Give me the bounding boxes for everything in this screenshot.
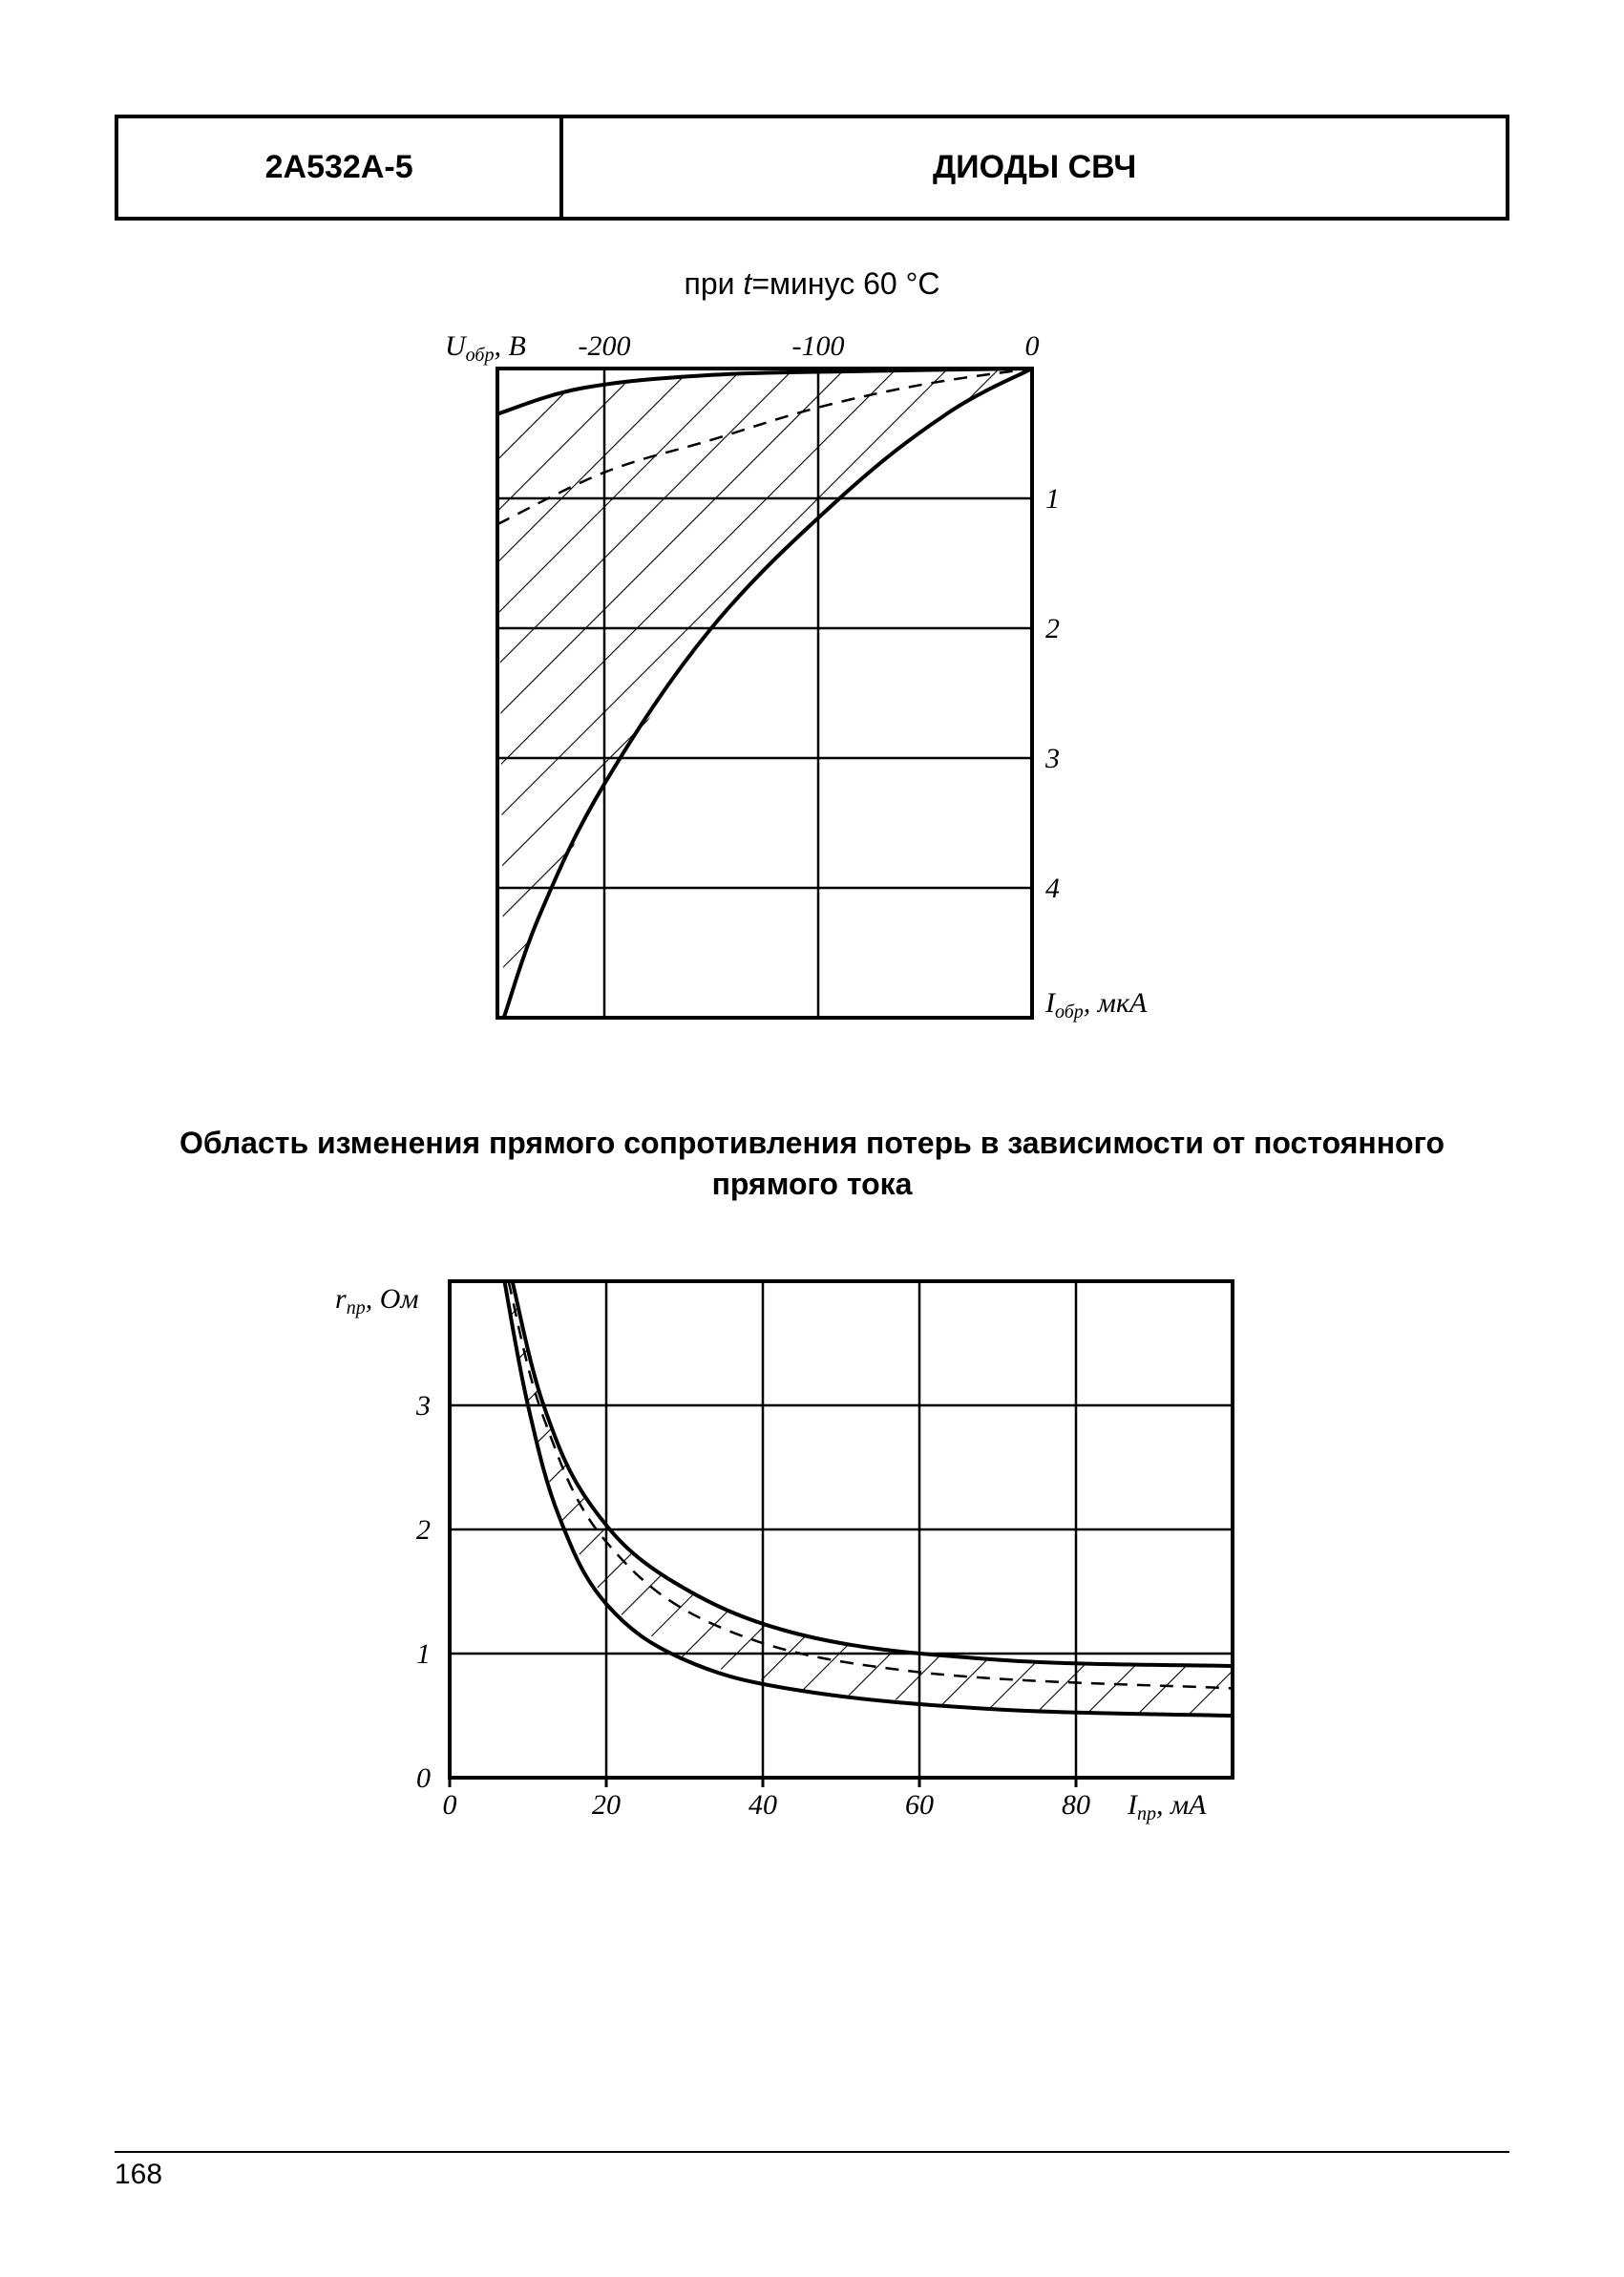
svg-text:0: 0: [416, 1762, 431, 1794]
svg-text:1: 1: [1045, 483, 1060, 515]
footer-line: [115, 2151, 1509, 2153]
header-table: 2А532А-5 ДИОДЫ СВЧ: [115, 115, 1509, 221]
svg-text:-200: -200: [578, 330, 630, 362]
chart1-caption-var: t: [743, 266, 751, 301]
svg-text:rпр, Ом: rпр, Ом: [335, 1283, 419, 1318]
chart1-caption: при t=минус 60 °C: [115, 266, 1509, 302]
svg-text:-100: -100: [791, 330, 844, 362]
svg-text:2: 2: [1045, 613, 1060, 644]
svg-text:0: 0: [442, 1789, 456, 1821]
svg-text:4: 4: [1045, 873, 1060, 904]
chart1: Uобр, В -200 -100 0 1 2 3 4 Iобр, мкА: [431, 321, 1194, 1065]
footer: 168: [115, 2151, 1509, 2191]
svg-text:20: 20: [592, 1789, 621, 1821]
svg-text:2: 2: [416, 1514, 431, 1546]
svg-text:3: 3: [415, 1390, 431, 1422]
chart1-caption-suffix: =минус 60 °C: [751, 266, 939, 301]
chart2: rпр, Ом 0 1 2 3 0 20 40 60 80 Iпр, мА: [316, 1253, 1309, 1864]
header-category: ДИОДЫ СВЧ: [561, 116, 1508, 219]
svg-text:3: 3: [1044, 743, 1060, 774]
page: 2А532А-5 ДИОДЫ СВЧ при t=минус 60 °C Uоб…: [0, 0, 1624, 2277]
chart2-title: Область изменения прямого сопротивления …: [115, 1123, 1509, 1205]
svg-text:Iобр, мкА: Iобр, мкА: [1044, 987, 1148, 1023]
svg-text:Uобр, В: Uобр, В: [445, 330, 526, 366]
svg-text:1: 1: [416, 1638, 431, 1670]
svg-text:0: 0: [1024, 330, 1039, 362]
chart1-wrap: Uобр, В -200 -100 0 1 2 3 4 Iобр, мкА: [115, 321, 1509, 1065]
header-part-number: 2А532А-5: [116, 116, 561, 219]
svg-text:Iпр, мА: Iпр, мА: [1127, 1789, 1207, 1824]
chart2-wrap: rпр, Ом 0 1 2 3 0 20 40 60 80 Iпр, мА: [115, 1253, 1509, 1864]
svg-text:80: 80: [1062, 1789, 1090, 1821]
page-number: 168: [115, 2159, 1509, 2191]
svg-text:60: 60: [905, 1789, 934, 1821]
svg-text:40: 40: [749, 1789, 777, 1821]
chart1-caption-prefix: при: [685, 266, 744, 301]
